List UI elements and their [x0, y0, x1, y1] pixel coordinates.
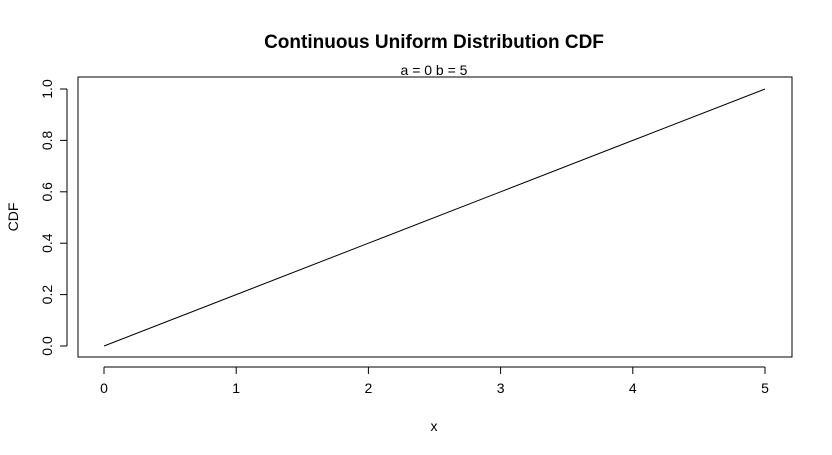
x-axis: 0 1 2 3 4 5 — [100, 366, 769, 396]
y-tick-label: 0.2 — [39, 285, 55, 305]
x-tick-label: 3 — [497, 380, 505, 396]
y-tick-label: 0.6 — [39, 182, 55, 202]
y-axis: 0.0 0.2 0.4 0.6 0.8 1.0 — [39, 79, 68, 356]
plot-frame — [77, 76, 793, 358]
cdf-line — [103, 88, 766, 347]
x-tick-label: 5 — [761, 380, 769, 396]
x-tick-label: 2 — [365, 380, 373, 396]
chart-title: Continuous Uniform Distribution CDF — [264, 32, 604, 53]
chart-subtitle: a = 0 b = 5 — [401, 62, 468, 78]
x-axis-label: x — [431, 418, 438, 434]
y-tick-label: 0.0 — [39, 336, 55, 356]
x-tick-label: 4 — [629, 380, 637, 396]
y-axis-label: CDF — [5, 203, 21, 232]
y-tick-label: 0.8 — [39, 130, 55, 150]
series-layer — [103, 88, 766, 347]
x-tick-label: 0 — [100, 380, 108, 396]
x-tick-label: 1 — [232, 380, 240, 396]
y-tick-label: 1.0 — [39, 79, 55, 99]
y-tick-label: 0.4 — [39, 233, 55, 253]
